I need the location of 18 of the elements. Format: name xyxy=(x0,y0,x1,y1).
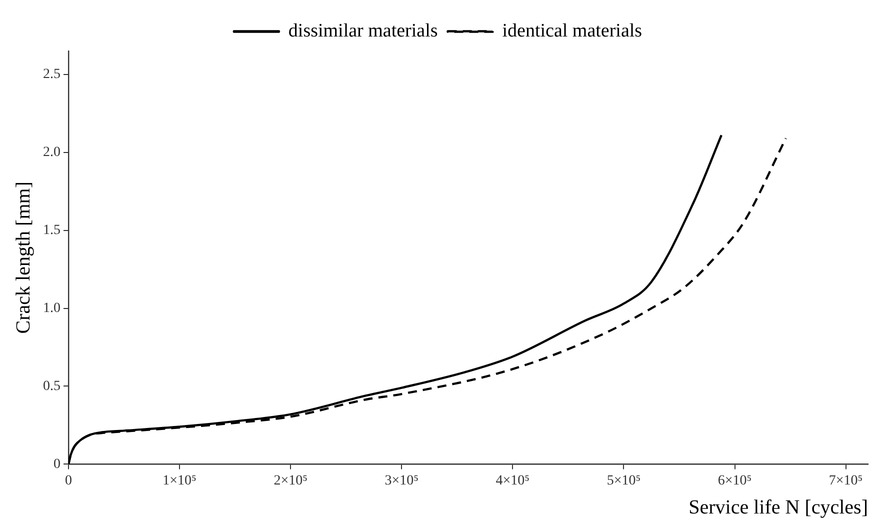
legend-label: identical materials xyxy=(502,20,642,42)
x-tick-label: 3×10⁵ xyxy=(384,473,419,488)
x-tick-label: 0 xyxy=(65,473,72,488)
y-tick-label: 2.5 xyxy=(43,67,60,82)
x-tick-label: 2×10⁵ xyxy=(274,473,308,488)
legend-label: dissimilar materials xyxy=(288,20,438,42)
x-tick-label: 1×10⁵ xyxy=(162,473,197,488)
y-tick-label: 0.5 xyxy=(43,378,60,394)
y-tick-label: 0 xyxy=(54,456,60,472)
y-tick-label: 1.0 xyxy=(43,300,60,316)
x-tick-label: 5×10⁵ xyxy=(606,473,641,488)
y-tick-label: 1.5 xyxy=(43,222,60,238)
x-axis-title: Service life N [cycles] xyxy=(688,496,868,518)
x-tick-label: 6×10⁵ xyxy=(718,473,752,488)
y-axis-title: Crack length [mm] xyxy=(12,182,34,334)
y-tick-label: 2.0 xyxy=(43,145,60,160)
x-tick-label: 4×10⁵ xyxy=(496,473,530,488)
x-tick-label: 7×10⁵ xyxy=(828,473,863,488)
